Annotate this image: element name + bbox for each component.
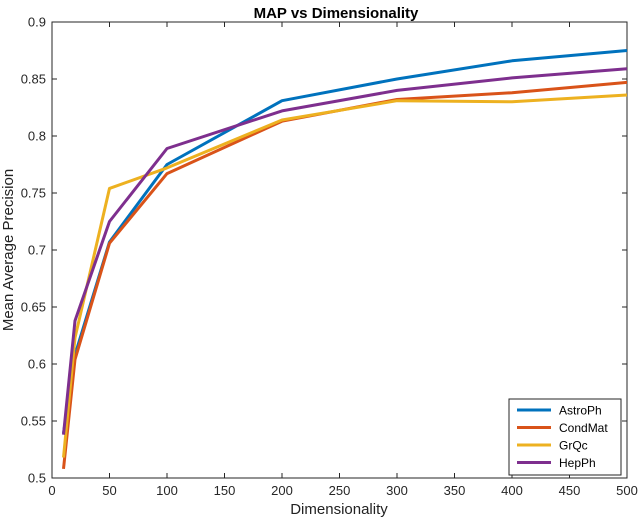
y-axis-label: Mean Average Precision — [0, 169, 17, 331]
y-tick-label: 0.55 — [21, 414, 46, 429]
x-axis-label: Dimensionality — [290, 501, 388, 518]
x-tick-label: 150 — [214, 483, 236, 498]
x-tick-label: 500 — [616, 483, 638, 498]
x-tick-label: 450 — [559, 483, 581, 498]
series-lines — [62, 49, 628, 470]
y-tick-label: 0.5 — [28, 471, 46, 486]
x-tick-label: 250 — [329, 483, 351, 498]
legend-label: HepPh — [559, 456, 596, 470]
chart-title: MAP vs Dimensionality — [254, 5, 419, 22]
series-line-hepph — [62, 67, 628, 435]
x-tick-label: 400 — [501, 483, 523, 498]
y-tick-label: 0.7 — [28, 243, 46, 258]
y-tick-label: 0.85 — [21, 72, 46, 87]
axis-ticks: 0 50 100 150 200 250 300 350 400 450 500 0.5 0.55 0.6… — [21, 15, 638, 499]
x-tick-label: 350 — [444, 483, 466, 498]
legend-label: CondMat — [559, 421, 608, 435]
y-tick-label: 0.8 — [28, 129, 46, 144]
x-tick-label: 100 — [156, 483, 178, 498]
y-tick-label: 0.6 — [28, 357, 46, 372]
y-tick-label: 0.9 — [28, 15, 46, 30]
x-tick-label: 50 — [102, 483, 116, 498]
series-line-grqc — [62, 93, 628, 458]
series-line-condmat — [62, 80, 628, 470]
legend: AstroPh CondMat GrQc HepPh — [508, 398, 622, 476]
x-tick-label: 200 — [271, 483, 293, 498]
legend-label: AstroPh — [559, 404, 602, 418]
y-tick-label: 0.75 — [21, 186, 46, 201]
x-tick-label: 300 — [386, 483, 408, 498]
y-tick-label: 0.65 — [21, 300, 46, 315]
x-tick-label: 0 — [48, 483, 55, 498]
legend-label: GrQc — [559, 439, 588, 453]
